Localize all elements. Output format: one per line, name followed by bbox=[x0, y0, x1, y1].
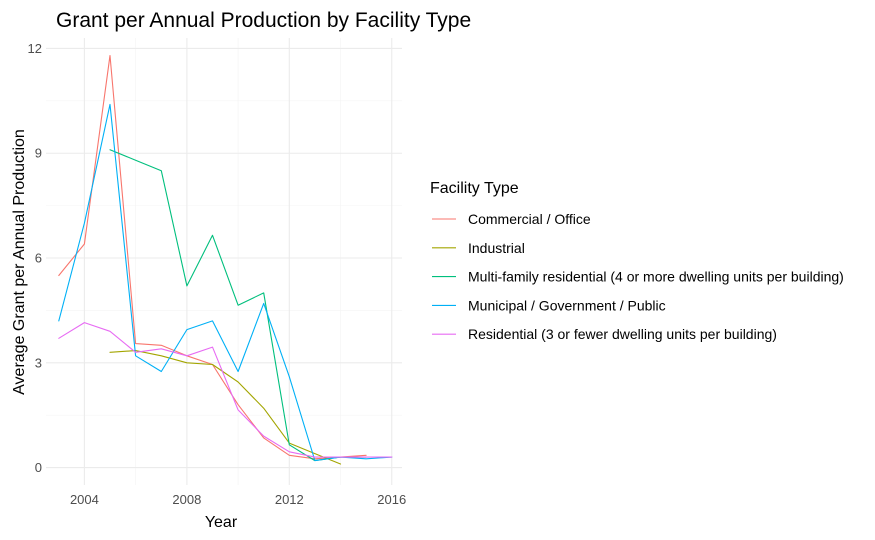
legend: Facility Type Commercial / Office Industr… bbox=[430, 180, 844, 342]
legend-label: Municipal / Government / Public bbox=[468, 297, 666, 313]
x-tick-label: 2004 bbox=[70, 492, 99, 507]
x-axis-title: Year bbox=[205, 514, 238, 531]
series-line bbox=[109, 350, 342, 465]
legend-label: Multi-family residential (4 or more dwel… bbox=[468, 269, 844, 285]
legend-item: Multi-family residential (4 or more dwel… bbox=[432, 269, 844, 285]
grid bbox=[46, 38, 402, 485]
legend-item: Commercial / Office bbox=[432, 211, 591, 227]
y-tick-label: 0 bbox=[35, 460, 42, 475]
legend-label: Commercial / Office bbox=[468, 211, 591, 227]
legend-title: Facility Type bbox=[430, 180, 519, 197]
legend-item: Residential (3 or fewer dwelling units p… bbox=[432, 326, 777, 342]
series-lines bbox=[58, 54, 393, 465]
series-line bbox=[58, 103, 393, 462]
legend-item: Industrial bbox=[432, 240, 525, 256]
x-tick-label: 2008 bbox=[172, 492, 201, 507]
y-tick-label: 12 bbox=[28, 41, 42, 56]
x-axis-ticks: 2004 2008 2012 2016 bbox=[70, 492, 406, 507]
y-axis-title: Average Grant per Annual Production bbox=[11, 129, 28, 395]
series-line bbox=[58, 54, 367, 460]
x-tick-label: 2012 bbox=[275, 492, 304, 507]
series-line bbox=[58, 322, 393, 458]
y-tick-label: 9 bbox=[35, 146, 42, 161]
x-tick-label: 2016 bbox=[377, 492, 406, 507]
legend-label: Industrial bbox=[468, 240, 525, 256]
y-tick-label: 6 bbox=[35, 251, 42, 266]
legend-label: Residential (3 or fewer dwelling units p… bbox=[468, 326, 777, 342]
y-axis-ticks: 0 3 6 9 12 bbox=[28, 41, 42, 475]
y-tick-label: 3 bbox=[35, 355, 42, 370]
chart-title: Grant per Annual Production by Facility … bbox=[56, 9, 471, 32]
legend-item: Municipal / Government / Public bbox=[432, 297, 666, 313]
